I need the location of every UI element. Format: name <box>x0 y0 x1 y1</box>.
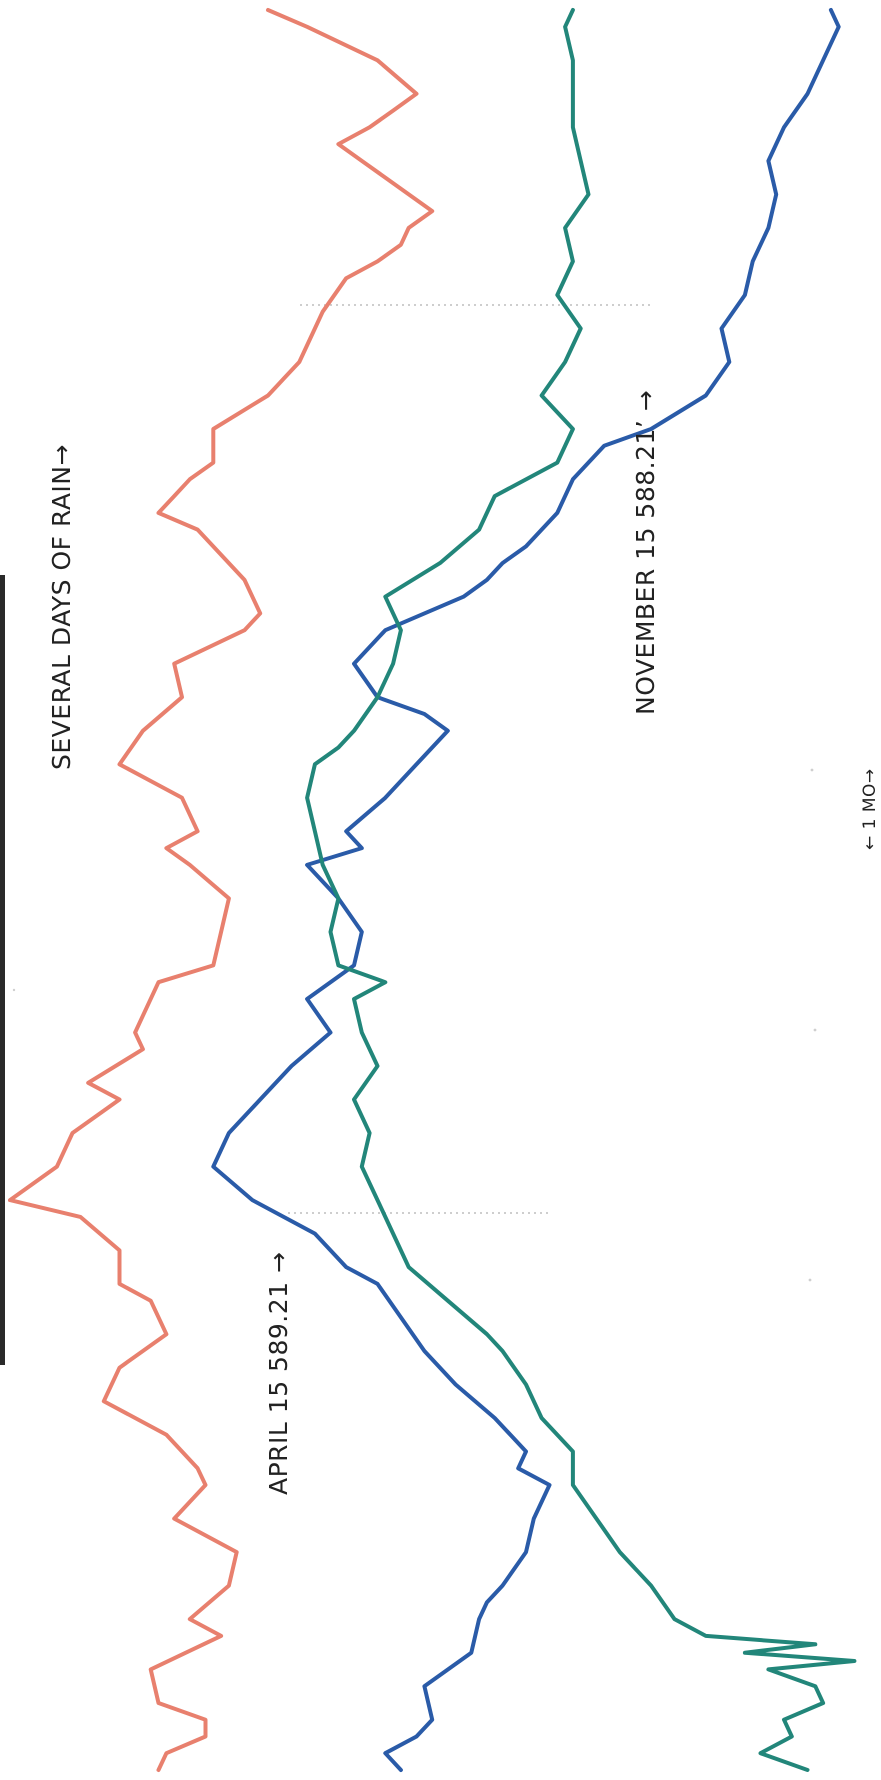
annotation-april: APRIL 15 589.21 → <box>264 1252 293 1495</box>
annotation-november: NOVEMBER 15 588.21’ → <box>631 390 660 715</box>
series-line-3 <box>305 8 857 1772</box>
faint-dots <box>12 768 817 1282</box>
annotation-rain: SEVERAL DAYS OF RAIN→ <box>47 444 76 770</box>
series-layer <box>8 8 857 1772</box>
series-line-2 <box>211 8 841 1772</box>
annotation-layer: SEVERAL DAYS OF RAIN→ APRIL 15 589.21 → … <box>47 390 880 1495</box>
annotation-scale: ← 1 MO→ <box>860 768 880 850</box>
series-line-1 <box>8 8 435 1772</box>
left-reference-bar <box>0 575 5 1365</box>
